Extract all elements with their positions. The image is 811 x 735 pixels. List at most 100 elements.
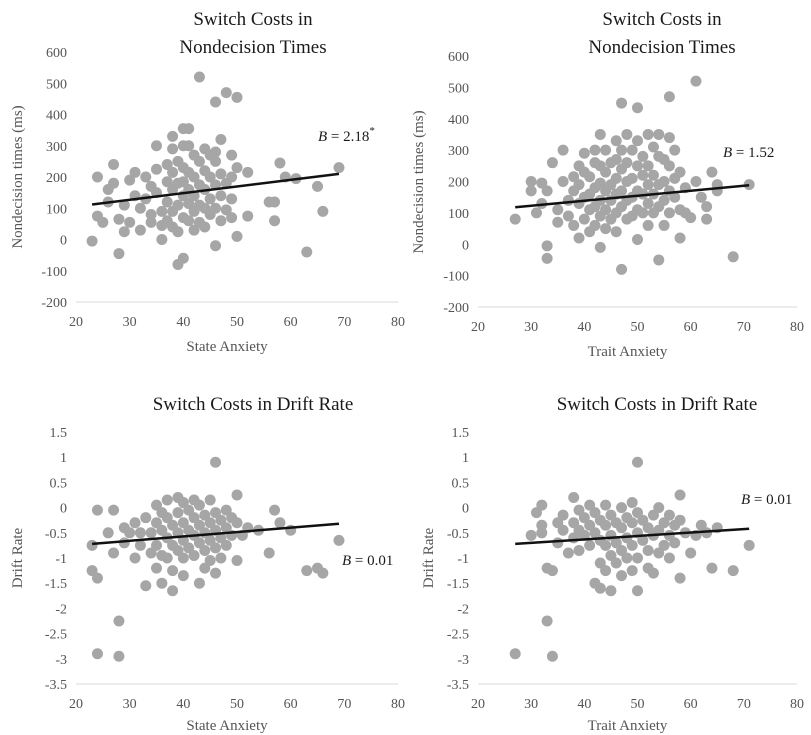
- data-point: [616, 570, 628, 582]
- data-point: [124, 174, 136, 186]
- y-tick-label: 200: [448, 176, 469, 191]
- x-tick-label: 70: [337, 697, 351, 712]
- chart-title: Switch Costs in: [602, 9, 722, 30]
- y-tick-label: -3: [457, 653, 469, 668]
- x-tick-label: 60: [684, 320, 698, 335]
- data-point: [674, 232, 686, 244]
- data-point: [145, 209, 157, 220]
- data-point: [145, 216, 157, 228]
- data-point: [690, 75, 702, 87]
- data-point: [134, 202, 146, 214]
- data-point: [226, 171, 238, 183]
- data-point: [525, 176, 537, 187]
- data-point: [145, 527, 157, 539]
- data-point: [616, 185, 628, 197]
- data-point: [546, 650, 558, 662]
- data-point: [706, 166, 718, 178]
- chart-title: Switch Costs in Drift Rate: [153, 394, 354, 415]
- data-point: [124, 216, 136, 228]
- data-point: [86, 235, 98, 247]
- data-point: [151, 539, 162, 551]
- data-point: [642, 160, 654, 172]
- data-point: [647, 141, 659, 153]
- data-point: [706, 562, 718, 574]
- data-point: [177, 176, 189, 188]
- data-point: [584, 539, 596, 551]
- data-point: [626, 539, 638, 551]
- data-point: [669, 191, 681, 203]
- x-tick-label: 50: [230, 697, 244, 712]
- x-axis-label: State Anxiety: [186, 718, 268, 734]
- x-tick-label: 30: [524, 320, 538, 335]
- y-tick-label: 100: [448, 207, 469, 222]
- data-point: [536, 499, 548, 511]
- data-point: [226, 212, 238, 224]
- data-point: [663, 509, 675, 521]
- data-point: [210, 567, 222, 579]
- y-tick-label: -1.5: [447, 577, 469, 592]
- data-point: [610, 172, 622, 184]
- data-point: [193, 155, 205, 167]
- data-point: [204, 494, 216, 506]
- y-tick-label: -200: [41, 296, 67, 311]
- data-point: [573, 232, 585, 244]
- data-point: [167, 565, 179, 577]
- data-point: [204, 555, 216, 567]
- y-tick-label: -200: [443, 301, 469, 316]
- data-point: [156, 577, 168, 589]
- data-point: [674, 489, 686, 501]
- chart-title: Nondecision Times: [588, 37, 735, 58]
- data-point: [242, 166, 254, 178]
- data-point: [663, 160, 675, 172]
- x-tick-label: 40: [577, 320, 591, 335]
- data-point: [605, 585, 617, 597]
- x-tick-label: 80: [391, 697, 405, 712]
- regression-annotation: B = 2.18*: [318, 125, 375, 145]
- data-point: [610, 226, 622, 238]
- data-point: [317, 567, 329, 579]
- data-point: [140, 171, 152, 183]
- data-point: [263, 547, 275, 559]
- data-point: [167, 585, 179, 597]
- data-point: [226, 149, 238, 161]
- data-point: [626, 517, 638, 529]
- y-tick-label: -1: [457, 552, 469, 567]
- x-axis-label: State Anxiety: [186, 339, 268, 355]
- data-point: [161, 159, 173, 170]
- x-tick-label: 80: [790, 697, 804, 712]
- y-tick-label: -3.5: [45, 678, 67, 693]
- y-tick-label: -100: [41, 265, 67, 280]
- y-axis-label: Nondecision times (ms): [10, 105, 26, 248]
- x-axis-label: Trait Anxiety: [588, 718, 668, 734]
- y-tick-label: 0.5: [50, 476, 68, 491]
- data-point: [177, 552, 189, 564]
- y-tick-label: 100: [46, 202, 67, 217]
- data-point: [626, 172, 638, 184]
- x-tick-label: 70: [737, 320, 751, 335]
- data-point: [616, 263, 628, 275]
- data-point: [210, 542, 222, 554]
- y-tick-label: 0: [462, 502, 469, 517]
- data-point: [301, 565, 313, 577]
- x-tick-label: 80: [790, 320, 804, 335]
- data-point: [653, 128, 665, 140]
- data-point: [525, 185, 537, 197]
- x-tick-label: 30: [524, 697, 538, 712]
- data-point: [193, 499, 205, 511]
- data-point: [562, 194, 574, 206]
- x-tick-label: 60: [284, 315, 298, 330]
- data-point: [647, 567, 659, 579]
- data-point: [183, 123, 195, 135]
- data-point: [134, 224, 146, 236]
- data-point: [621, 157, 633, 169]
- data-point: [199, 544, 211, 556]
- data-point: [274, 157, 286, 169]
- data-point: [183, 215, 195, 227]
- data-point: [108, 547, 120, 559]
- data-point: [589, 144, 601, 156]
- data-point: [97, 216, 109, 228]
- data-point: [584, 171, 596, 183]
- data-point: [108, 177, 120, 189]
- data-point: [242, 210, 254, 222]
- data-point: [156, 205, 168, 217]
